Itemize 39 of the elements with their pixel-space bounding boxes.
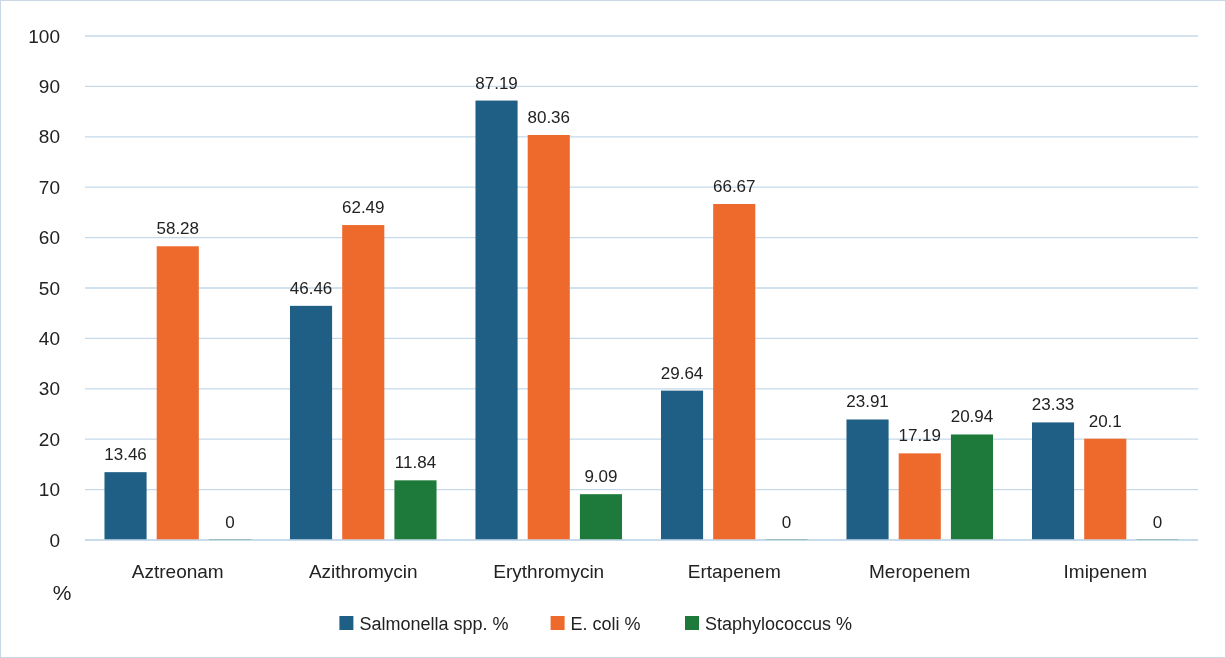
x-tick-label: Meropenem xyxy=(869,561,971,582)
y-tick-label: 40 xyxy=(38,328,60,350)
data-label: 0 xyxy=(781,513,792,532)
y-tick-label: 0 xyxy=(49,529,60,551)
y-tick-label: 80 xyxy=(38,126,60,148)
data-label: 0 xyxy=(225,513,235,532)
data-label: 23.91 xyxy=(846,392,889,412)
data-label: 11.84 xyxy=(394,453,437,473)
x-tick-label: Erythromycin xyxy=(493,561,605,582)
legend-label: Salmonella spp. % xyxy=(359,614,509,635)
data-label: 0 xyxy=(1152,513,1163,532)
data-label: 87.19 xyxy=(475,73,518,93)
data-label: 17.19 xyxy=(898,426,942,446)
data-label: 13.46 xyxy=(104,445,147,465)
data-label: 46.46 xyxy=(289,278,333,298)
x-tick-label: Azithromycin xyxy=(308,561,418,582)
legend-label: Staphylococcus % xyxy=(705,614,853,635)
y-tick-label: 10 xyxy=(38,479,60,501)
y-tick-label: 50 xyxy=(38,277,60,299)
y-axis-title: % xyxy=(52,581,72,604)
y-tick-label: 100 xyxy=(28,25,60,47)
data-label: 23.33 xyxy=(1031,395,1075,415)
x-tick-label: Aztreonam xyxy=(131,561,224,582)
data-label: 62.49 xyxy=(341,198,385,218)
y-tick-label: 90 xyxy=(38,76,60,98)
y-tick-label: 20 xyxy=(38,428,60,450)
legend-label: E. coli % xyxy=(570,614,641,635)
data-label: 20.1 xyxy=(1088,411,1122,431)
data-label: 66.67 xyxy=(712,176,756,196)
y-tick-label: 60 xyxy=(38,227,60,249)
data-label: 9.09 xyxy=(584,467,618,487)
data-label: 80.36 xyxy=(527,107,571,127)
y-tick-label: 30 xyxy=(38,378,60,400)
data-label: 29.64 xyxy=(660,363,704,383)
y-tick-label: 70 xyxy=(38,176,60,198)
x-tick-label: Ertapenem xyxy=(687,561,781,582)
x-tick-label: Imipenem xyxy=(1063,561,1147,582)
data-label: 20.94 xyxy=(950,407,994,427)
data-label: 58.28 xyxy=(156,219,200,239)
